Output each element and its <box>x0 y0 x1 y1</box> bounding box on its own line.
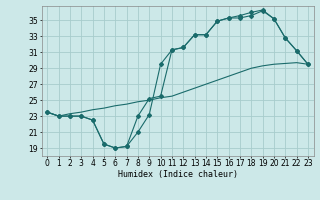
X-axis label: Humidex (Indice chaleur): Humidex (Indice chaleur) <box>118 170 237 179</box>
